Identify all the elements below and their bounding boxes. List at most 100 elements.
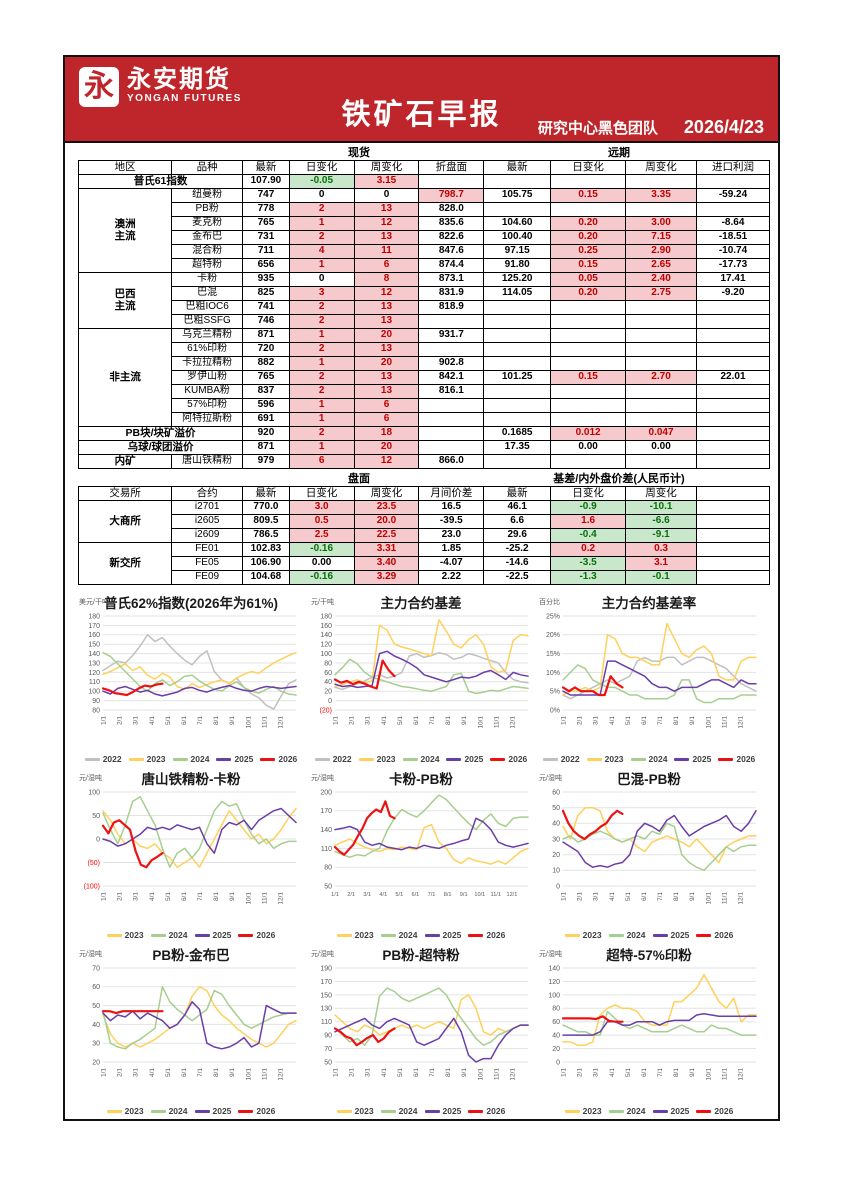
table-cell: 828.0 [418,202,485,217]
svg-text:150: 150 [320,992,332,999]
svg-text:9/1: 9/1 [461,1068,468,1077]
svg-text:6/1: 6/1 [413,716,420,725]
svg-text:20: 20 [552,852,560,859]
table-cell: 0.2 [550,542,627,557]
table-cell [696,440,770,455]
table-row: 金布巴 731 2 13 822.6 100.40 0.20 7.15 -18.51 [79,230,770,245]
legend-item: 2022 [84,754,122,764]
svg-text:20%: 20% [546,632,560,639]
svg-text:5/1: 5/1 [625,1068,632,1077]
legend-swatch [586,757,602,761]
chart-title: 主力合约基差率 [601,596,697,611]
chart-header: 元/湿吨 超特-57%印粉 [535,944,763,963]
svg-text:11/1: 11/1 [493,1068,500,1081]
svg-text:2/1: 2/1 [347,892,355,898]
table-header-row: 交易所 合约 最新 日变化 周变化 月间价差 最新 日变化 周变化 [77,486,770,501]
chart-unit-label: 元/湿吨 [311,951,334,958]
svg-text:10/1: 10/1 [245,716,252,729]
table-cell: 711 [242,244,290,259]
legend-item: 2025 [194,930,231,940]
svg-text:(50): (50) [88,860,100,867]
band-cell [78,473,240,486]
table-cell: 普氏61指数 [77,174,244,189]
futures-band: 盘面 基差/内外盘价差(人民币计) [78,473,766,486]
table-cell [550,300,627,315]
svg-text:1/1: 1/1 [101,716,108,725]
svg-text:20: 20 [324,689,332,696]
report-title: 铁矿石早报 [341,99,502,131]
table-cell: 1 [288,216,355,231]
table-cell [696,300,770,315]
svg-text:12/1: 12/1 [737,1068,744,1081]
chart-svg: 20 30 40 50 60 70 1/1 2/1 3/1 4/1 5/1 6/1 7/1 8/1 9/1 1… [92,965,297,1081]
table-cell: -0.05 [288,174,355,189]
table-header-row: 地区 品种 最新 日变化 周变化 折盘面 最新 日变化 周变化 进口利润 [77,160,770,175]
svg-text:2/1: 2/1 [577,716,584,725]
svg-text:2/1: 2/1 [349,716,356,725]
svg-text:2/1: 2/1 [349,1068,356,1077]
table-cell: 847.6 [418,244,485,259]
legend-swatch [128,757,144,761]
legend-label: 2024 [398,930,418,940]
legend-swatch [238,933,254,937]
chart-svg: (100) (50) 0 50 100 1/1 2/1 3/1 4/1 5/1 6/1 7/1 8/1 9… [84,789,297,905]
table-cell: 106.90 [242,556,290,571]
band-cell: 基差/内外盘价差(人民币计) [553,473,685,485]
column-header: 日变化 [288,486,355,501]
legend-swatch [696,933,712,937]
table-cell: -0.16 [288,542,355,557]
column-header: 折盘面 [418,160,485,175]
legend-item: 2026 [718,754,755,764]
legend-label: 2025 [212,1106,232,1116]
chart-card: 元/湿吨 PB粉-金布巴 20 30 40 50 60 70 1/1 2/1 3/1 4/1 5/1… [75,944,307,1117]
table-cell [483,356,552,371]
legend-item: 2025 [424,930,461,940]
table-cell: 837 [242,384,290,399]
table-cell [696,342,770,357]
table-cell: 内矿 [77,454,173,469]
table-cell: 871 [242,328,290,343]
svg-text:100: 100 [88,689,100,696]
svg-text:130: 130 [320,1006,332,1013]
legend-swatch [652,933,668,937]
table-cell: 97.15 [483,244,552,259]
table-cell: 20.0 [353,514,420,529]
table-cell: 2 [288,300,355,315]
legend-label: 2024 [168,1106,188,1116]
table-row: 超特粉 656 1 6 874.4 91.80 0.15 2.65 -17.73 [79,258,770,273]
table-cell: 唐山铁精粉 [171,454,244,469]
table-cell: 835.6 [418,216,485,231]
svg-text:15%: 15% [546,651,560,658]
table-cell [625,174,697,189]
legend-label: 2024 [626,930,646,940]
table-row: 罗伊山粉 765 2 13 842.1 101.25 0.15 2.70 22.01 [79,370,770,385]
table-cell: i2701 [171,500,244,515]
chart-legend: 2023 2024 2025 2026 [75,1105,307,1117]
table-cell: 2 [288,314,355,329]
svg-text:20: 20 [92,1059,100,1066]
svg-text:10/1: 10/1 [477,716,484,729]
table-row: PB粉 778 2 13 828.0 [79,202,770,217]
legend-label: 2023 [376,754,396,764]
chart-card: 元/干吨 主力合约基差 (20) 0 20 40 60 80 100 120 140 160 180… [307,592,535,765]
table-cell: -0.1 [625,570,697,585]
column-header [696,486,770,501]
table-cell: 0.15 [550,370,627,385]
table-cell: -17.73 [696,258,770,273]
table-cell: 0.15 [550,258,627,273]
table-cell [418,398,485,413]
table-cell [625,328,697,343]
svg-text:80: 80 [324,660,332,667]
table-cell: 2 [288,384,355,399]
table-cell: 2.90 [625,244,697,259]
table-cell: 卡拉拉精粉 [171,356,244,371]
table-cell: 3.31 [353,542,420,557]
table-cell: 1 [288,356,355,371]
legend-item: 2024 [402,754,439,764]
table-cell: 2.70 [625,370,697,385]
svg-text:10/1: 10/1 [705,892,712,905]
chart-header: 百分比 主力合约基差率 [535,592,763,611]
svg-text:9/1: 9/1 [689,1068,696,1077]
table-cell: 6 [353,258,420,273]
table-row: 巴混 825 3 12 831.9 114.05 0.20 2.75 -9.20 [79,286,770,301]
